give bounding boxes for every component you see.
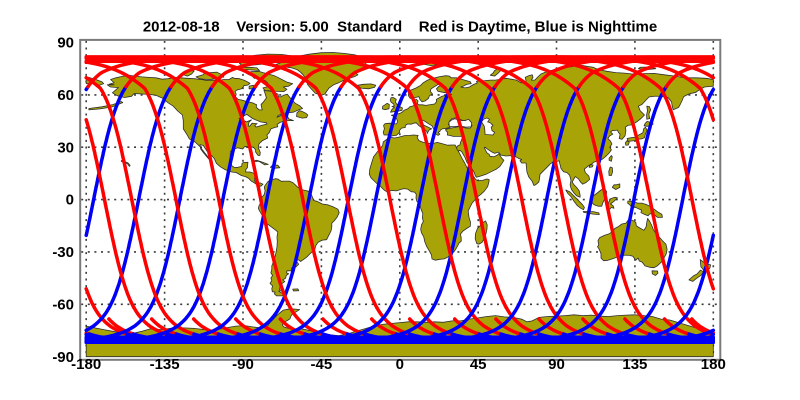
svg-text:-45: -45 <box>311 356 333 373</box>
svg-text:0: 0 <box>66 192 74 209</box>
svg-text:0: 0 <box>396 356 404 373</box>
svg-text:90: 90 <box>57 35 74 52</box>
svg-text:135: 135 <box>622 356 647 373</box>
svg-text:60: 60 <box>57 87 74 104</box>
svg-text:-90: -90 <box>52 349 74 366</box>
svg-text:180: 180 <box>701 356 726 373</box>
svg-text:45: 45 <box>470 356 487 373</box>
svg-text:-180: -180 <box>71 356 101 373</box>
svg-text:-135: -135 <box>150 356 180 373</box>
svg-text:2012-08-18 Version: 5.00 S: 2012-08-18 Version: 5.00 Standard Red is… <box>143 18 657 35</box>
svg-text:-30: -30 <box>52 244 74 261</box>
svg-text:-60: -60 <box>52 296 74 313</box>
svg-text:30: 30 <box>57 139 74 156</box>
svg-text:-90: -90 <box>232 356 254 373</box>
svg-text:90: 90 <box>548 356 565 373</box>
